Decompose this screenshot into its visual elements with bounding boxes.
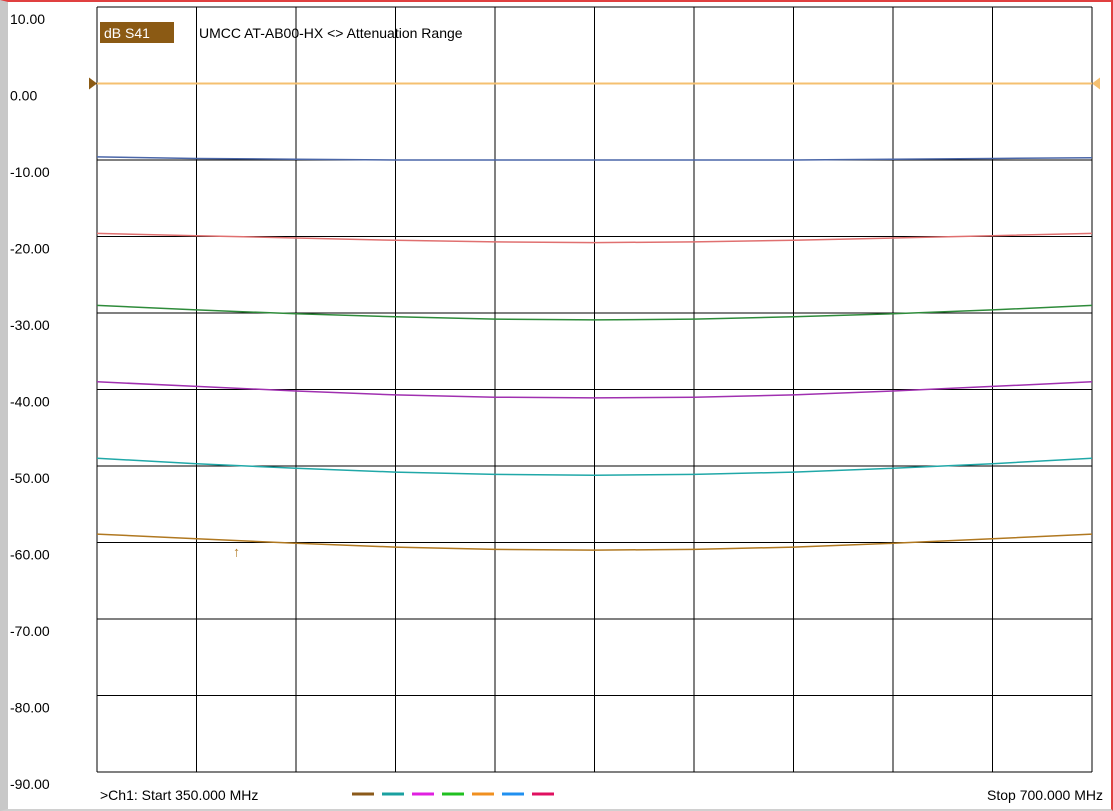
y-tick-label: 0.00 (10, 88, 37, 104)
trace-5 (96, 457, 1093, 476)
traces: ↑ (89, 77, 1100, 560)
footer-stop: Stop 700.000 MHz (987, 787, 1103, 803)
trace-6 (96, 533, 1093, 551)
reference-marker-left (89, 77, 97, 90)
y-tick-label: -30.00 (10, 317, 50, 333)
y-tick-label: -80.00 (10, 700, 50, 716)
y-tick-label: -70.00 (10, 623, 50, 639)
y-tick-label: -60.00 (10, 547, 50, 563)
channel-badge: dB S41 (104, 25, 150, 41)
reference-marker-right (1092, 77, 1100, 90)
y-tick-label: -10.00 (10, 164, 50, 180)
trace-2 (96, 232, 1093, 244)
trace-marker: ↑ (233, 544, 240, 560)
trace-4 (96, 381, 1093, 399)
channel-badge-bg (100, 22, 174, 43)
y-tick-label: -50.00 (10, 470, 50, 486)
grid (96, 6, 1093, 773)
footer-start: >Ch1: Start 350.000 MHz (100, 787, 258, 803)
trace-1 (96, 156, 1093, 161)
chart-title: UMCC AT-AB00-HX <> Attenuation Range (199, 25, 463, 41)
y-tick-label: -90.00 (10, 776, 50, 792)
y-tick-label: -20.00 (10, 241, 50, 257)
y-tick-label: 10.00 (10, 11, 45, 27)
y-tick-labels: 10.00 0.00 -10.00 -20.00 -30.00 -40.00 -50.00 -… (10, 11, 50, 792)
y-tick-label: -40.00 (10, 394, 50, 410)
trace-3 (96, 304, 1093, 321)
